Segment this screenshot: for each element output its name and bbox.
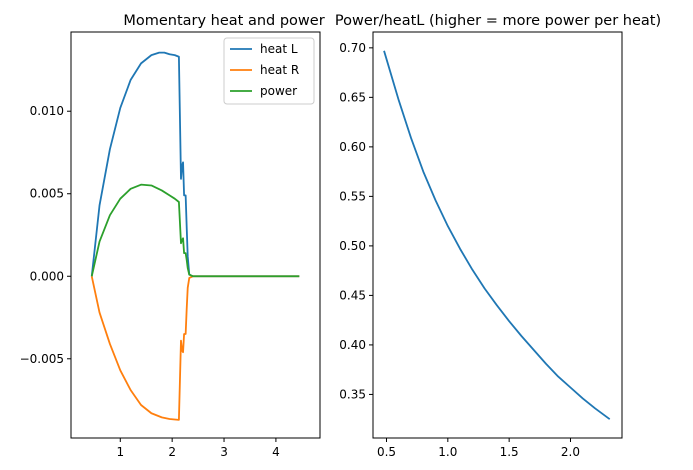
ratio-ytick-label: 0.55: [339, 189, 366, 203]
heat-power-xtick-label: 1: [116, 445, 124, 459]
ratio-series-layer: [383, 50, 611, 420]
ratio-axes: Power/heatL (higher = more power per hea…: [335, 13, 661, 459]
heat-power-ticks: 1 2 3 4 −0.005 0.000 0.005 0.010: [20, 104, 280, 459]
ratio-xtick-label: 1.5: [500, 445, 519, 459]
heat-power-title: Momentary heat and power: [123, 13, 324, 29]
heat-power-line-power: [90, 183, 300, 278]
heat-power-line-heat-l: [90, 51, 300, 278]
heat-power-ytick-label: 0.000: [30, 269, 64, 283]
ratio-ytick-label: 0.50: [339, 239, 366, 253]
heat-power-series-layer: [90, 51, 300, 421]
legend-label-heat-l: heat L: [260, 42, 298, 56]
heat-power-xtick-label: 3: [220, 445, 228, 459]
ratio-ytick-label: 0.60: [339, 140, 366, 154]
ratio-ytick-label: 0.40: [339, 338, 366, 352]
heat-power-axes: Momentary heat and power 1 2 3 4 −0.005 0.000…: [20, 13, 325, 459]
legend-label-power: power: [260, 84, 297, 98]
heat-power-ytick-label: 0.010: [30, 104, 64, 118]
heat-power-ytick-label: −0.005: [20, 352, 64, 366]
heat-power-xtick-label: 4: [272, 445, 280, 459]
ratio-title: Power/heatL (higher = more power per hea…: [335, 13, 661, 29]
ratio-ytick-label: 0.65: [339, 90, 366, 104]
heat-power-frame: [70, 31, 321, 439]
legend-label-heat-r: heat R: [260, 63, 299, 77]
ratio-ytick-label: 0.35: [339, 387, 366, 401]
ratio-ytick-label: 0.70: [339, 41, 366, 55]
ratio-ticks: 0.5 1.0 1.5 2.0 0.35 0.40 0.45 0.50 0.55 0.60 0.65…: [339, 41, 580, 459]
ratio-ytick-label: 0.45: [339, 288, 366, 302]
heat-power-xtick-label: 2: [168, 445, 176, 459]
heat-power-line-heat-r: [90, 275, 300, 421]
ratio-line-series-0: [383, 50, 611, 420]
ratio-xtick-label: 2.0: [561, 445, 580, 459]
legend: heat L heat R power: [223, 37, 315, 105]
legend-box: [223, 37, 315, 105]
ratio-xtick-label: 0.5: [377, 445, 396, 459]
heat-power-ytick-label: 0.005: [30, 187, 64, 201]
ratio-frame: [372, 31, 623, 439]
ratio-xtick-label: 1.0: [438, 445, 457, 459]
